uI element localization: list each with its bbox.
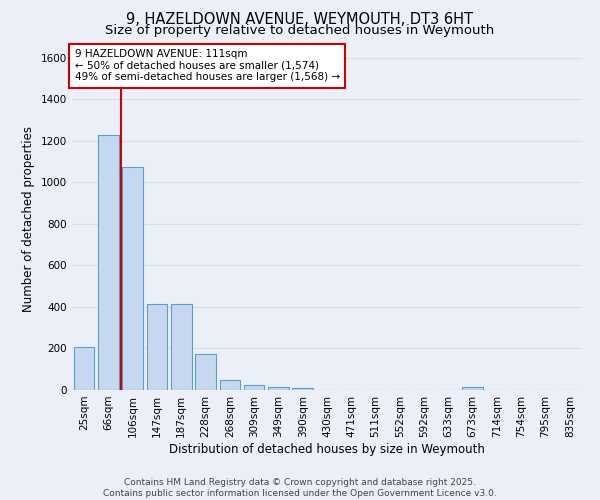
Text: Size of property relative to detached houses in Weymouth: Size of property relative to detached ho… [106, 24, 494, 37]
Bar [146, 304, 167, 390]
Bar [98, 134, 119, 390]
Y-axis label: Number of detached properties: Number of detached properties [22, 126, 35, 312]
Text: 9, HAZELDOWN AVENUE, WEYMOUTH, DT3 6HT: 9, HAZELDOWN AVENUE, WEYMOUTH, DT3 6HT [127, 12, 473, 28]
Bar [195, 354, 216, 390]
Bar [74, 348, 94, 390]
Bar [244, 385, 265, 390]
X-axis label: Distribution of detached houses by size in Weymouth: Distribution of detached houses by size … [169, 442, 485, 456]
Text: Contains HM Land Registry data © Crown copyright and database right 2025.
Contai: Contains HM Land Registry data © Crown c… [103, 478, 497, 498]
Bar [292, 388, 313, 390]
Bar [463, 387, 483, 390]
Bar [220, 380, 240, 390]
Bar [122, 167, 143, 390]
Bar [171, 304, 191, 390]
Text: 9 HAZELDOWN AVENUE: 111sqm
← 50% of detached houses are smaller (1,574)
49% of s: 9 HAZELDOWN AVENUE: 111sqm ← 50% of deta… [74, 49, 340, 82]
Bar [268, 387, 289, 390]
